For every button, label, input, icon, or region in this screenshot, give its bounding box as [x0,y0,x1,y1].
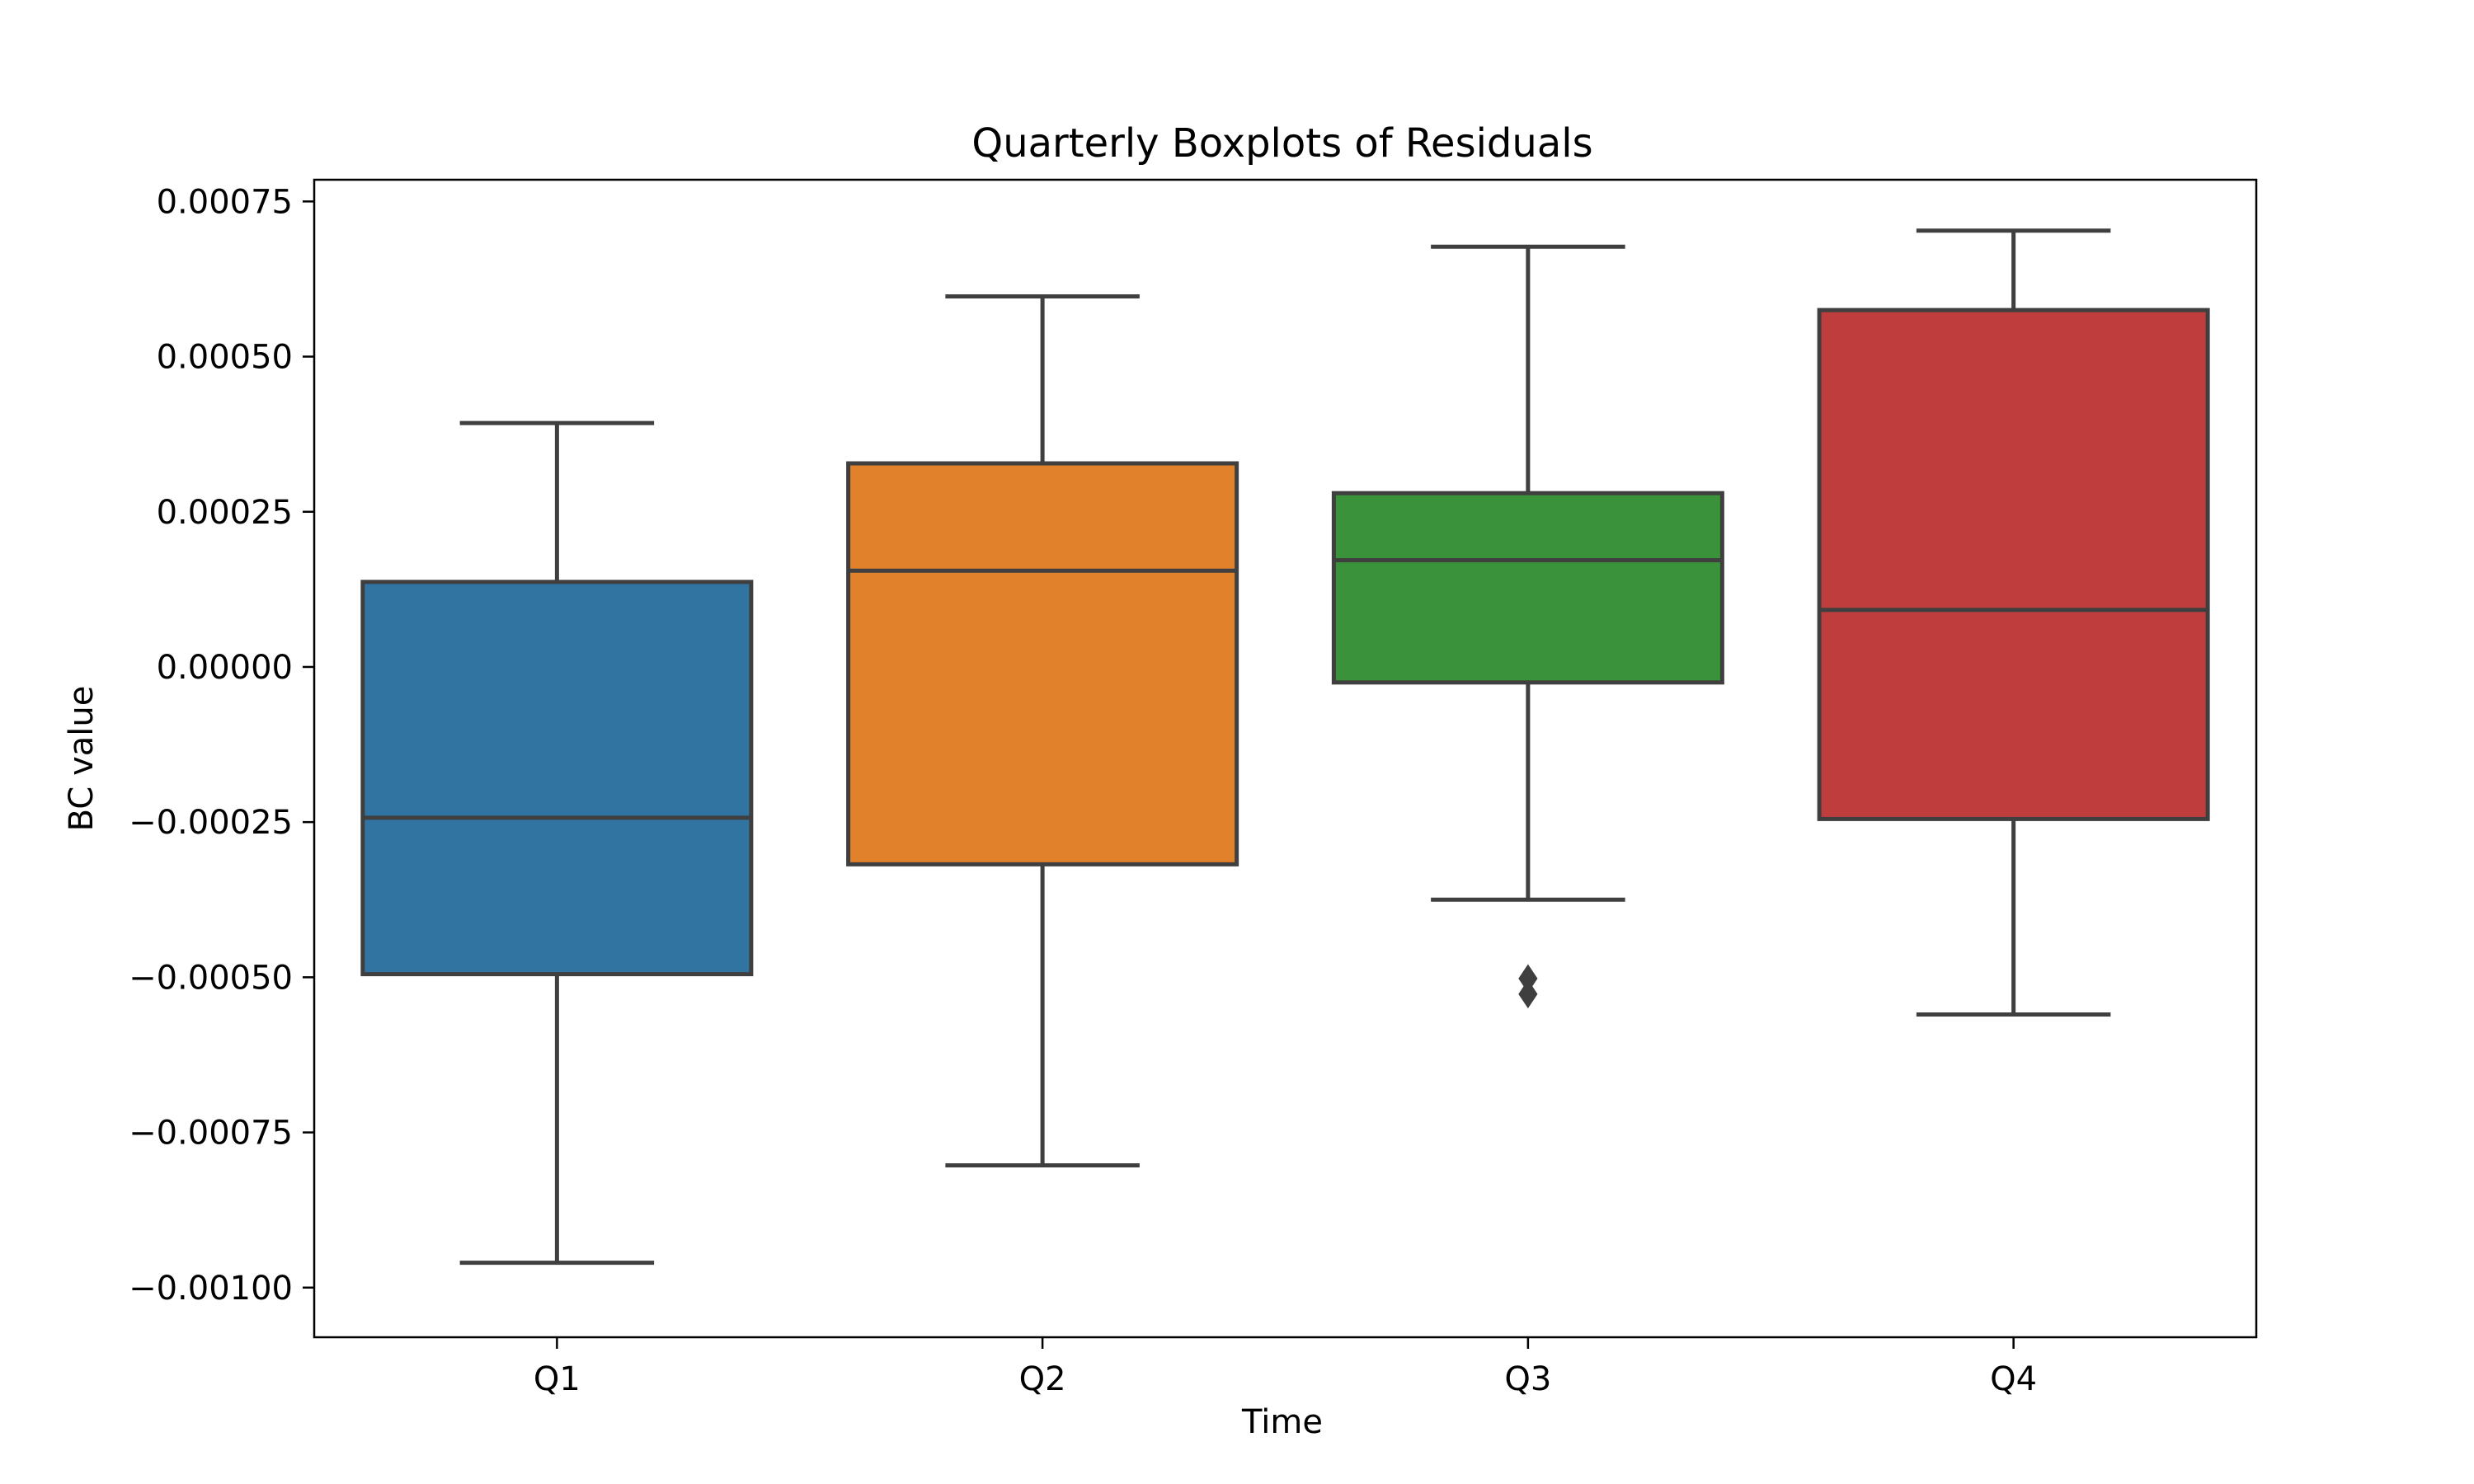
x-tick-label-q3: Q3 [1504,1360,1551,1398]
box-q1 [360,580,754,977]
x-tick-label-q2: Q2 [1019,1360,1066,1398]
y-tick-label: −0.00025 [129,804,293,842]
x-axis-label: Time [1241,1403,1323,1441]
x-tick-label-q4: Q4 [1990,1360,2037,1398]
y-tick-label: 0.00025 [157,494,293,532]
plot-area: 0.00075 0.00050 0.00025 0.00000 −0.00025 −0.0… [129,178,2258,1398]
y-tick-label: 0.00050 [157,339,293,377]
box-q3 [1331,491,1724,685]
y-tick-label: 0.00075 [157,183,293,221]
y-tick-label: −0.00050 [129,959,293,997]
y-tick-label: −0.00075 [129,1115,293,1153]
y-tick-label: 0.00000 [157,649,293,687]
x-tick-label-q1: Q1 [534,1360,581,1398]
outlier-q3-1 [1518,979,1538,1009]
plot-frame [313,178,2258,1339]
y-tick-label: −0.00100 [129,1270,293,1308]
box-q2 [846,461,1239,866]
y-axis-label: BC value [63,686,101,832]
box-q4 [1817,308,2210,821]
chart-title: Quarterly Boxplots of Residuals [971,120,1592,167]
